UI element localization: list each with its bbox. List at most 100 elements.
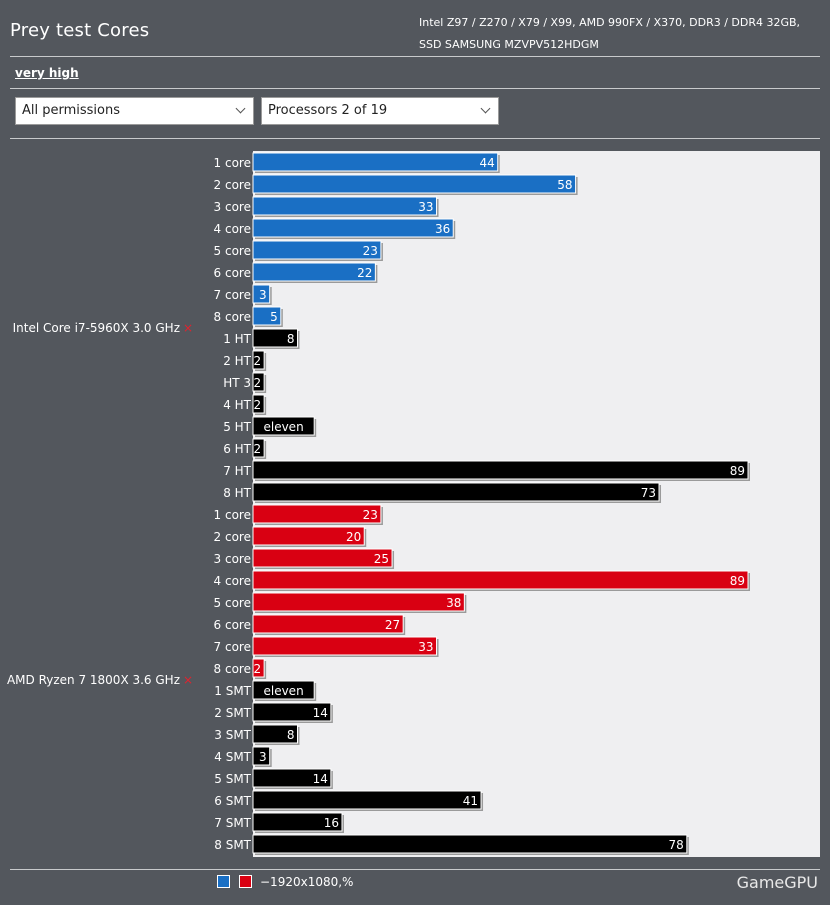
value-label: 36 <box>435 222 450 236</box>
category-label: 4 SMT <box>214 750 251 764</box>
value-label: eleven <box>263 684 303 698</box>
permissions-select[interactable]: All permissions <box>15 97 254 125</box>
bar <box>252 372 265 392</box>
value-label: 78 <box>669 838 684 852</box>
value-label: 16 <box>324 816 339 830</box>
value-label: 27 <box>385 618 400 632</box>
value-label: 3 <box>259 288 267 302</box>
bar <box>252 262 376 282</box>
value-label: 22 <box>357 266 372 280</box>
divider-bottom <box>10 869 820 870</box>
bar <box>252 196 438 216</box>
divider-top <box>10 56 820 57</box>
category-label: 7 core <box>214 288 251 302</box>
brand-logo: GameGPU <box>736 873 818 892</box>
value-label: 38 <box>446 596 461 610</box>
value-label: 14 <box>313 706 328 720</box>
category-label: 5 SMT <box>214 772 251 786</box>
divider-filters <box>10 138 820 139</box>
series-name: Intel Core i7-5960X 3.0 GHz <box>13 321 180 335</box>
value-label: 8 <box>287 728 295 742</box>
bar <box>252 284 271 304</box>
bar <box>252 416 315 436</box>
test-config: Intel Z97 / Z270 / X79 / X99, AMD 990FX … <box>419 12 819 56</box>
bar <box>252 592 465 612</box>
value-label: 58 <box>557 178 572 192</box>
value-label: 73 <box>641 486 656 500</box>
bar <box>252 724 298 744</box>
category-label: 7 HT <box>223 464 251 478</box>
bar <box>252 306 282 326</box>
bar <box>252 482 660 502</box>
config-line-1: Intel Z97 / Z270 / X79 / X99, AMD 990FX … <box>419 16 801 29</box>
legend-swatch-intel <box>217 875 230 888</box>
remove-series-icon[interactable]: × <box>183 321 193 335</box>
category-label: 5 core <box>214 596 251 610</box>
bar <box>252 658 265 678</box>
category-label: 1 SMT <box>214 684 251 698</box>
chevron-down-icon <box>235 103 246 114</box>
permissions-select-value: All permissions <box>22 103 121 118</box>
value-label: 14 <box>313 772 328 786</box>
value-label: 33 <box>418 200 433 214</box>
preset-link-very-high[interactable]: very high <box>15 66 79 80</box>
bar <box>252 812 343 832</box>
bar <box>252 746 271 766</box>
category-label: 8 SMT <box>214 838 251 852</box>
value-label: 33 <box>418 640 433 654</box>
page-title: Prey test Cores <box>10 20 150 41</box>
value-label: 2 <box>253 376 261 390</box>
chevron-down-icon <box>480 103 491 114</box>
bar <box>252 218 454 238</box>
category-label: HT 3 <box>223 376 251 390</box>
category-label: 5 HT <box>223 420 251 434</box>
category-label: 2 core <box>214 530 251 544</box>
category-label: 2 SMT <box>214 706 251 720</box>
category-label: 6 SMT <box>214 794 251 808</box>
category-label: 7 core <box>214 640 251 654</box>
category-label: 7 SMT <box>214 816 251 830</box>
category-label: 8 core <box>214 310 251 324</box>
category-label: 1 core <box>214 508 251 522</box>
category-label: 2 HT <box>223 354 251 368</box>
config-line-2: SSD SAMSUNG MZVPV512HDGM <box>419 38 599 51</box>
value-label: 3 <box>259 750 267 764</box>
category-label: 1 HT <box>223 332 251 346</box>
divider-preset <box>10 88 820 89</box>
bar <box>252 702 332 722</box>
value-label: 44 <box>479 156 494 170</box>
category-label: 2 core <box>214 178 251 192</box>
bar <box>252 570 749 590</box>
value-label: 5 <box>270 310 278 324</box>
bar <box>252 152 499 172</box>
value-label: 2 <box>253 442 261 456</box>
processors-select-value: Processors 2 of 19 <box>268 103 388 118</box>
processors-select[interactable]: Processors 2 of 19 <box>261 97 499 125</box>
bar <box>252 526 365 546</box>
bar <box>252 504 382 524</box>
bar <box>252 350 265 370</box>
value-label: 8 <box>287 332 295 346</box>
value-label: 2 <box>253 662 261 676</box>
category-label: 4 core <box>214 574 251 588</box>
category-label: 8 HT <box>223 486 251 500</box>
bar <box>252 460 749 480</box>
category-label: 3 SMT <box>214 728 251 742</box>
category-label: 1 core <box>214 156 251 170</box>
category-label: 8 core <box>214 662 251 676</box>
category-label: 6 HT <box>223 442 251 456</box>
remove-series-icon[interactable]: × <box>183 673 193 687</box>
bar <box>252 328 298 348</box>
value-label: 23 <box>363 244 378 258</box>
legend-swatch-amd <box>239 875 252 888</box>
bar <box>252 548 393 568</box>
category-label: 4 HT <box>223 398 251 412</box>
value-label: 89 <box>730 574 745 588</box>
bar <box>252 834 688 854</box>
value-label: 20 <box>346 530 361 544</box>
legend-label: −1920x1080,% <box>260 875 354 889</box>
bar <box>252 240 382 260</box>
category-label: 4 core <box>214 222 251 236</box>
bar <box>252 680 315 700</box>
bar <box>252 614 404 634</box>
